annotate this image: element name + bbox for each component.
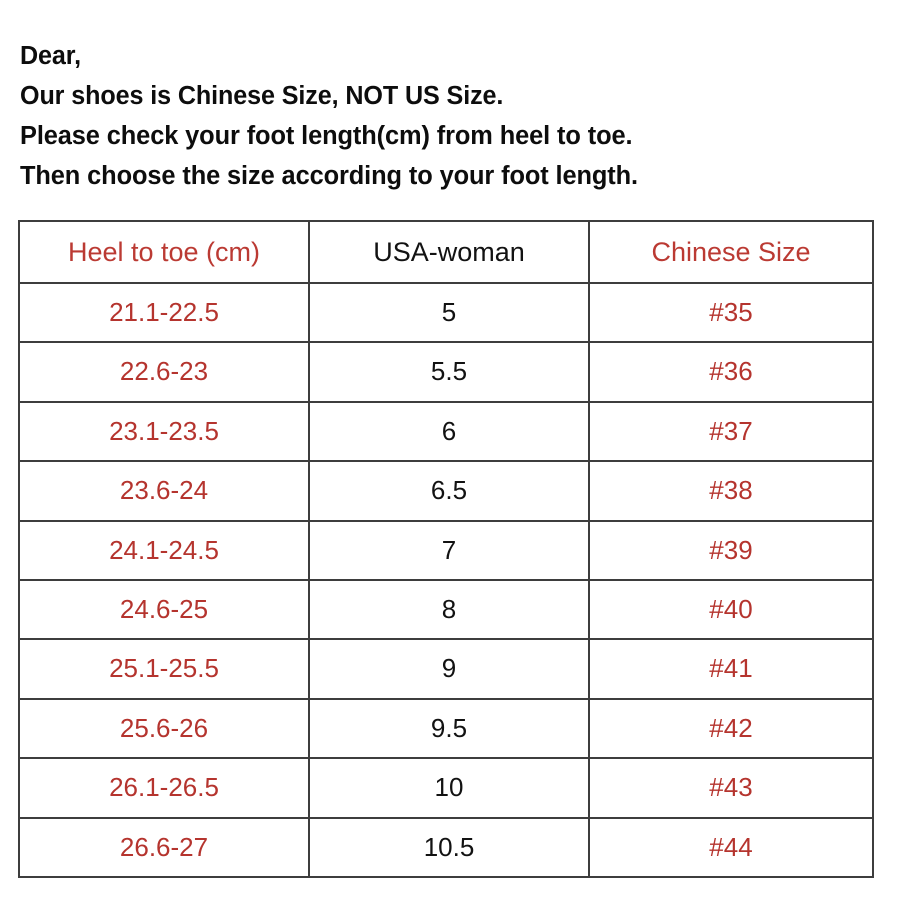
cell-usa-woman: 9 — [308, 638, 590, 700]
table-row: 25.1-25.5 9 #41 — [18, 638, 874, 700]
cell-heel-to-toe-value: 24.1-24.5 — [109, 534, 219, 565]
notice-line-measure-instruction: Please check your foot length(cm) from h… — [20, 122, 633, 150]
cell-usa-woman: 5.5 — [308, 341, 590, 403]
column-header-usa-woman-label: USA-woman — [373, 237, 525, 267]
cell-chinese-size: #39 — [588, 519, 874, 582]
table-row: 24.6-25 8 #40 — [18, 579, 874, 641]
cell-chinese-size-value: #35 — [709, 297, 753, 327]
column-header-heel-to-toe-label: Heel to toe (cm) — [67, 237, 261, 267]
table-row: 23.6-24 6.5 #38 — [18, 460, 874, 522]
cell-chinese-size-value: #44 — [709, 831, 753, 862]
cell-chinese-size: #43 — [588, 757, 874, 819]
cell-chinese-size: #42 — [588, 697, 874, 760]
size-chart-container: Heel to toe (cm) USA-woman Chinese Size … — [18, 220, 874, 879]
cell-chinese-size-value: #36 — [709, 356, 753, 387]
cell-heel-to-toe-value: 24.6-25 — [119, 594, 209, 625]
cell-usa-woman-value: 10.5 — [423, 831, 475, 862]
column-header-usa-woman: USA-woman — [308, 220, 590, 284]
cell-usa-woman: 10 — [308, 757, 590, 819]
cell-chinese-size-value: #40 — [709, 594, 753, 625]
cell-usa-woman-value: 9 — [441, 653, 457, 684]
cell-usa-woman: 10.5 — [308, 816, 590, 879]
cell-chinese-size: #37 — [588, 400, 874, 463]
cell-chinese-size-value: #41 — [709, 653, 753, 684]
cell-chinese-size: #41 — [588, 638, 874, 700]
size-table-head: Heel to toe (cm) USA-woman Chinese Size — [18, 220, 874, 284]
table-row: 22.6-23 5.5 #36 — [18, 341, 874, 403]
cell-usa-woman-value: 9.5 — [430, 712, 468, 743]
cell-heel-to-toe-value: 21.1-22.5 — [109, 297, 219, 327]
cell-usa-woman-value: 7 — [441, 534, 457, 565]
size-conversion-table: Heel to toe (cm) USA-woman Chinese Size … — [18, 220, 874, 879]
cell-heel-to-toe: 24.6-25 — [18, 579, 310, 641]
cell-heel-to-toe-value: 23.1-23.5 — [109, 415, 219, 446]
cell-usa-woman: 8 — [308, 579, 590, 641]
cell-chinese-size: #38 — [588, 460, 874, 522]
cell-usa-woman: 5 — [308, 281, 590, 344]
cell-usa-woman: 6.5 — [308, 460, 590, 522]
cell-heel-to-toe-value: 22.6-23 — [119, 356, 209, 387]
cell-chinese-size: #44 — [588, 816, 874, 879]
table-row: 23.1-23.5 6 #37 — [18, 400, 874, 463]
cell-chinese-size-value: #37 — [709, 415, 753, 446]
notice-block: Dear, Our shoes is Chinese Size, NOT US … — [20, 36, 896, 196]
cell-chinese-size-value: #38 — [709, 475, 753, 506]
notice-line-choose-instruction: Then choose the size according to your f… — [20, 162, 639, 190]
cell-usa-woman-value: 5.5 — [430, 356, 468, 387]
cell-heel-to-toe-value: 25.1-25.5 — [109, 653, 219, 684]
table-row: 21.1-22.5 5 #35 — [18, 281, 874, 344]
cell-heel-to-toe: 26.1-26.5 — [18, 757, 310, 819]
cell-heel-to-toe: 25.1-25.5 — [18, 638, 310, 700]
cell-usa-woman-value: 6 — [441, 415, 457, 446]
cell-chinese-size-value: #39 — [709, 534, 753, 565]
cell-chinese-size: #36 — [588, 341, 874, 403]
cell-chinese-size: #40 — [588, 579, 874, 641]
cell-heel-to-toe: 22.6-23 — [18, 341, 310, 403]
column-header-heel-to-toe: Heel to toe (cm) — [18, 220, 310, 284]
column-header-chinese-size-label: Chinese Size — [651, 237, 811, 267]
cell-chinese-size-value: #43 — [709, 772, 753, 803]
cell-heel-to-toe: 25.6-26 — [18, 697, 310, 760]
table-row: 26.1-26.5 10 #43 — [18, 757, 874, 819]
cell-usa-woman-value: 10 — [434, 772, 464, 803]
cell-heel-to-toe: 24.1-24.5 — [18, 519, 310, 582]
cell-usa-woman-value: 8 — [441, 594, 457, 625]
cell-usa-woman: 9.5 — [308, 697, 590, 760]
cell-heel-to-toe-value: 23.6-24 — [119, 475, 209, 506]
cell-heel-to-toe-value: 26.1-26.5 — [109, 772, 219, 803]
table-row: 25.6-26 9.5 #42 — [18, 697, 874, 760]
cell-heel-to-toe: 26.6-27 — [18, 816, 310, 879]
table-row: 26.6-27 10.5 #44 — [18, 816, 874, 879]
column-header-chinese-size: Chinese Size — [588, 220, 874, 284]
cell-heel-to-toe: 23.1-23.5 — [18, 400, 310, 463]
cell-usa-woman: 7 — [308, 519, 590, 582]
notice-line-size-warning: Our shoes is Chinese Size, NOT US Size. — [20, 82, 504, 110]
notice-line-greeting: Dear, — [20, 42, 81, 70]
table-row: 24.1-24.5 7 #39 — [18, 519, 874, 582]
size-table-body: 21.1-22.5 5 #35 22.6-23 5.5 #36 — [18, 281, 874, 879]
cell-usa-woman: 6 — [308, 400, 590, 463]
cell-heel-to-toe: 23.6-24 — [18, 460, 310, 522]
cell-usa-woman-value: 6.5 — [430, 475, 468, 506]
cell-usa-woman-value: 5 — [441, 297, 457, 327]
cell-heel-to-toe-value: 26.6-27 — [119, 831, 209, 862]
cell-heel-to-toe-value: 25.6-26 — [119, 712, 209, 743]
cell-chinese-size: #35 — [588, 281, 874, 344]
cell-chinese-size-value: #42 — [709, 712, 753, 743]
cell-heel-to-toe: 21.1-22.5 — [18, 281, 310, 344]
table-header-row: Heel to toe (cm) USA-woman Chinese Size — [18, 220, 874, 284]
